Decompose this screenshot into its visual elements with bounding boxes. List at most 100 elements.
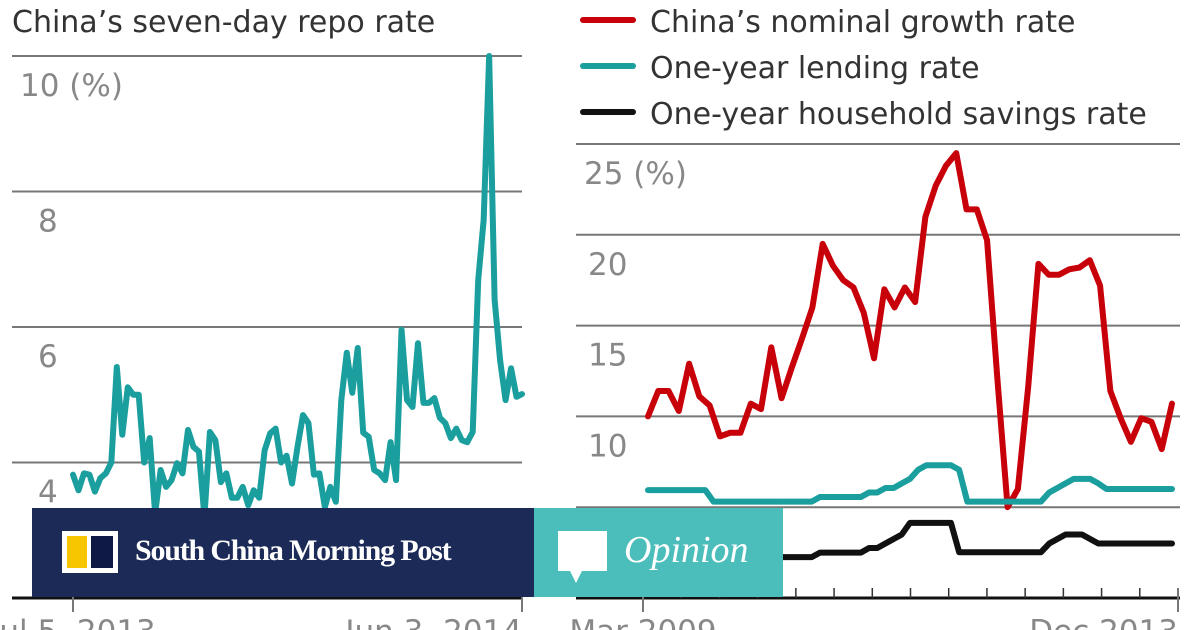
data-point bbox=[811, 306, 813, 308]
data-point bbox=[1171, 403, 1173, 405]
data-point bbox=[852, 496, 854, 498]
data-point bbox=[811, 556, 813, 558]
data-point bbox=[439, 417, 441, 419]
data-point bbox=[729, 501, 731, 503]
data-point bbox=[83, 472, 85, 474]
scmp-logo-icon bbox=[62, 531, 118, 573]
data-point bbox=[94, 491, 96, 493]
data-point bbox=[384, 479, 386, 481]
data-point bbox=[182, 472, 184, 474]
brand-name: South China Morning Post bbox=[135, 534, 452, 567]
data-point bbox=[688, 489, 690, 491]
legend-label: China’s nominal growth rate bbox=[650, 5, 1075, 40]
data-point bbox=[192, 446, 194, 448]
data-point bbox=[521, 393, 523, 395]
data-point bbox=[236, 497, 238, 499]
data-point bbox=[884, 487, 886, 489]
data-point bbox=[406, 399, 408, 401]
data-point bbox=[455, 428, 457, 430]
data-point bbox=[110, 462, 112, 463]
y-tick-label: 15 bbox=[588, 338, 627, 374]
data-point bbox=[428, 402, 430, 404]
series-line-1 bbox=[645, 462, 1175, 505]
data-point bbox=[1007, 506, 1009, 508]
data-point bbox=[286, 455, 288, 457]
data-point bbox=[1114, 543, 1116, 545]
data-point bbox=[401, 329, 403, 331]
data-point bbox=[1171, 488, 1173, 490]
data-point bbox=[1138, 488, 1140, 490]
data-point bbox=[955, 152, 957, 154]
data-point bbox=[719, 435, 721, 437]
data-point bbox=[1056, 487, 1058, 489]
data-point bbox=[786, 501, 788, 503]
data-point bbox=[340, 399, 342, 401]
data-point bbox=[346, 352, 348, 354]
data-point bbox=[883, 288, 885, 290]
data-point bbox=[945, 165, 947, 167]
data-point bbox=[917, 522, 919, 524]
data-point bbox=[395, 479, 397, 481]
data-point bbox=[324, 506, 326, 508]
x-tick-label: Dec 2013 bbox=[1029, 614, 1178, 630]
data-point bbox=[1130, 543, 1132, 545]
data-point bbox=[976, 208, 978, 210]
data-point bbox=[680, 489, 682, 491]
data-point bbox=[1089, 538, 1091, 540]
data-point bbox=[242, 486, 244, 488]
data-point bbox=[876, 547, 878, 549]
data-point bbox=[1015, 551, 1017, 553]
data-point bbox=[739, 432, 741, 434]
data-point bbox=[1122, 543, 1124, 545]
data-point bbox=[803, 556, 805, 558]
data-point bbox=[1163, 488, 1165, 490]
data-point bbox=[1099, 285, 1101, 287]
data-point bbox=[510, 367, 512, 369]
data-point bbox=[214, 439, 216, 441]
data-point bbox=[198, 451, 200, 453]
data-point bbox=[729, 432, 731, 434]
data-point bbox=[950, 522, 952, 524]
data-point bbox=[999, 551, 1001, 553]
data-point bbox=[297, 446, 298, 448]
data-point bbox=[942, 464, 944, 466]
data-point bbox=[505, 399, 507, 401]
data-point bbox=[745, 501, 747, 503]
data-point bbox=[127, 386, 129, 388]
data-point bbox=[318, 472, 320, 474]
data-point bbox=[494, 299, 496, 301]
data-point bbox=[925, 522, 927, 524]
series-line-0 bbox=[70, 53, 525, 520]
data-point bbox=[832, 265, 834, 267]
data-point bbox=[914, 301, 916, 303]
data-point bbox=[450, 437, 452, 439]
data-point bbox=[1081, 478, 1083, 480]
opinion-section-banner[interactable]: Opinion bbox=[534, 508, 783, 597]
data-point bbox=[958, 469, 960, 471]
data-point bbox=[901, 482, 903, 484]
data-point bbox=[884, 543, 886, 545]
y-tick-label: 4 bbox=[38, 475, 58, 511]
data-point bbox=[991, 551, 993, 553]
data-point bbox=[138, 394, 140, 396]
data-point bbox=[149, 437, 151, 439]
data-point bbox=[351, 392, 353, 394]
data-point bbox=[1120, 417, 1122, 419]
data-point bbox=[778, 501, 780, 503]
data-point bbox=[1068, 268, 1070, 270]
data-point bbox=[966, 208, 968, 210]
data-point bbox=[975, 551, 976, 553]
scmp-brand-banner[interactable]: South China Morning Post bbox=[32, 508, 534, 597]
data-point bbox=[1146, 488, 1148, 490]
data-point bbox=[477, 279, 479, 281]
data-point bbox=[483, 219, 485, 221]
data-point bbox=[835, 552, 837, 554]
data-point bbox=[99, 477, 101, 479]
data-point bbox=[165, 486, 167, 488]
data-point bbox=[1073, 478, 1075, 480]
x-tick-label: Mar 2009 bbox=[569, 614, 716, 630]
data-point bbox=[934, 464, 936, 466]
x-tick-label: Jul 5, 2013 bbox=[0, 614, 156, 630]
data-point bbox=[950, 464, 952, 466]
data-point bbox=[1097, 543, 1099, 545]
